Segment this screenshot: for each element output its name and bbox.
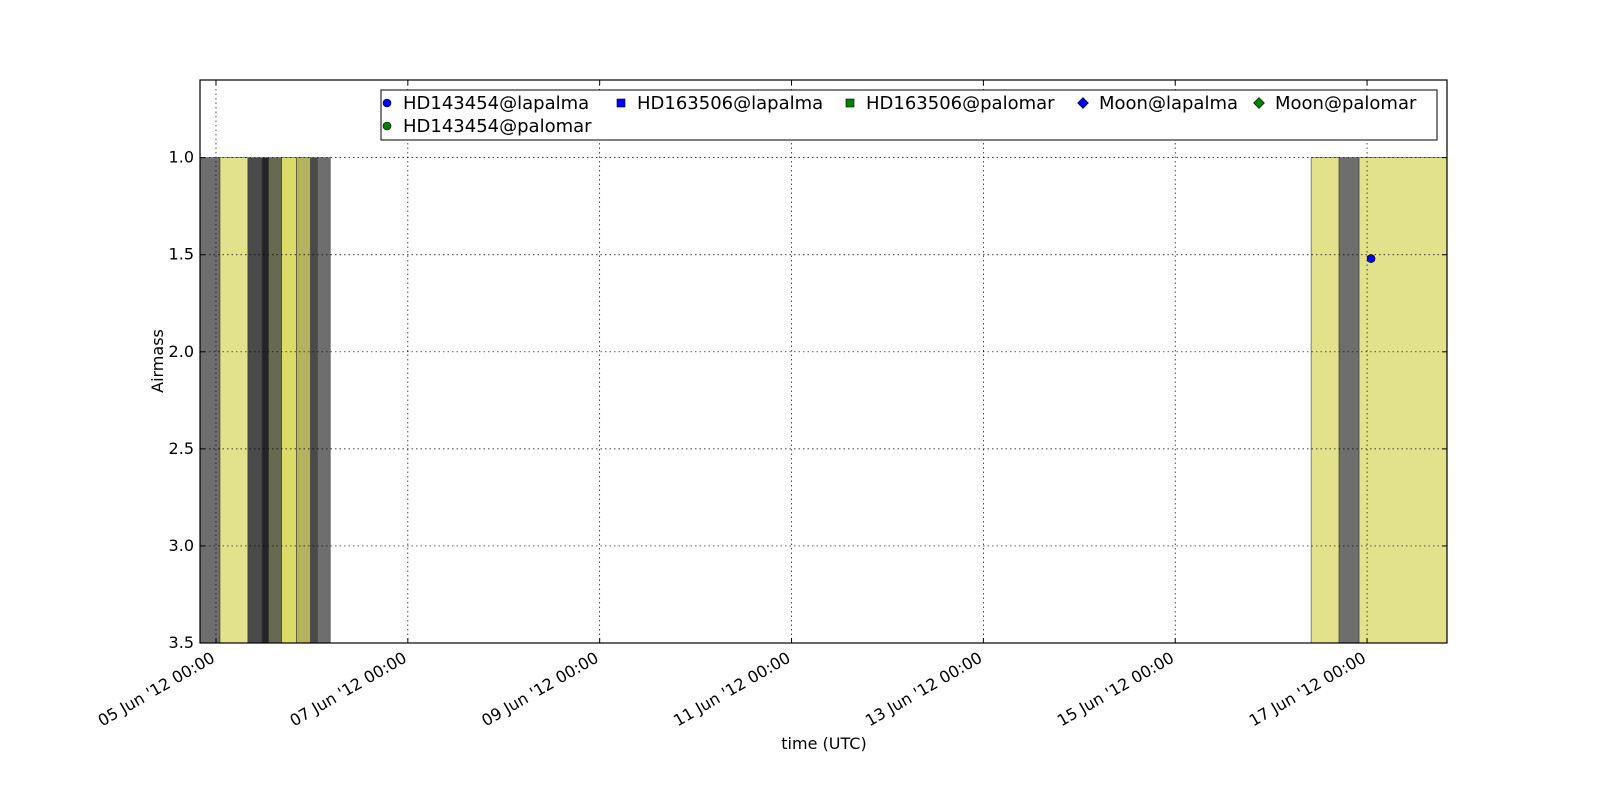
shaded-period-3 <box>261 157 269 644</box>
shaded-period-9 <box>1310 157 1340 644</box>
legend-marker-1 <box>616 98 626 108</box>
legend-label-2: HD163506@palomar <box>866 93 1055 114</box>
legend-label-1: HD163506@lapalma <box>637 93 823 114</box>
x-axis-label: time (UTC) <box>781 734 866 753</box>
data-points <box>1366 254 1376 263</box>
legend-label-3: Moon@lapalma <box>1099 93 1238 114</box>
shaded-period-8 <box>316 157 331 644</box>
y-tick-label-5: 3.5 <box>169 633 194 652</box>
legend-marker-0 <box>382 98 392 108</box>
legend-label-4: Moon@palomar <box>1275 93 1417 114</box>
y-tick-label-0: 1.0 <box>169 148 194 167</box>
legend-label-5: HD143454@palomar <box>403 116 592 137</box>
legend-marker-2 <box>845 98 855 108</box>
plot-frame <box>199 79 1448 644</box>
shaded-periods <box>199 157 1448 644</box>
legend-marker-3 <box>1077 97 1089 109</box>
legend-label-0: HD143454@lapalma <box>403 93 589 114</box>
shaded-period-10 <box>1338 157 1360 644</box>
shaded-period-1 <box>219 157 249 644</box>
y-tick-label-4: 3.0 <box>169 536 194 555</box>
shaded-period-4 <box>268 157 282 644</box>
y-axis-label: Airmass <box>148 329 167 393</box>
shaded-period-0 <box>199 157 221 644</box>
shaded-period-2 <box>247 157 263 644</box>
shaded-period-6 <box>296 157 311 644</box>
legend: HD143454@lapalma HD163506@lapalma HD163506… <box>380 89 1438 141</box>
y-tick-label-3: 2.5 <box>169 439 194 458</box>
legend-marker-4 <box>1253 97 1265 109</box>
legend-marker-5 <box>382 121 392 131</box>
y-tick-label-1: 1.5 <box>169 245 194 264</box>
y-tick-label-2: 2.0 <box>169 342 194 361</box>
shaded-period-7 <box>310 157 318 644</box>
data-point-0-0 <box>1366 254 1376 263</box>
shaded-period-11 <box>1358 157 1448 644</box>
shaded-period-5 <box>281 157 297 644</box>
legend-box <box>380 89 1438 141</box>
